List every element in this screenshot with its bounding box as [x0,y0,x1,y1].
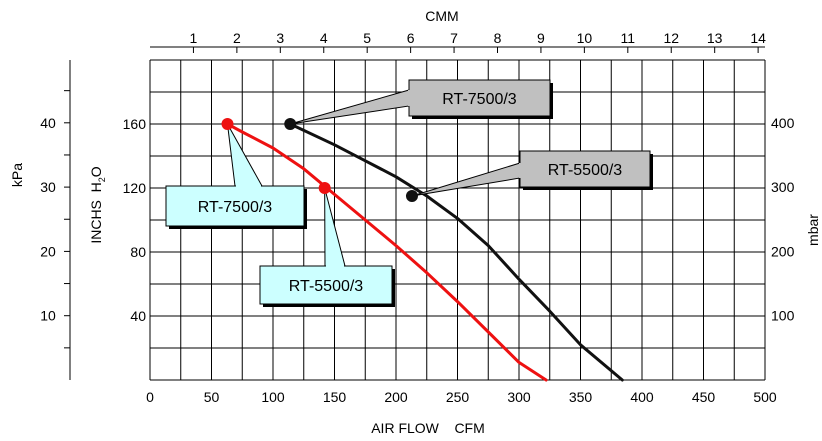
mbar-tick-label: 400 [771,115,795,131]
series-marker [318,182,331,194]
top-axis-label: CMM [425,8,458,24]
top-tick-label: 8 [494,30,502,46]
top-tick-label: 7 [450,30,458,46]
top-tick-label: 12 [663,30,679,46]
callout-label: RT-5500/3 [289,278,364,295]
series-line [226,122,548,382]
mbar-tick-label: 300 [771,179,795,195]
kpa-tick-label: 30 [40,179,56,195]
top-tick-label: 6 [407,30,415,46]
top-tick-label: 5 [363,30,371,46]
kpa-tick-label: 10 [40,308,56,324]
x-tick-label: 0 [146,389,154,405]
callout-label: RT-7500/3 [198,199,273,216]
x-tick-label: 500 [753,389,777,405]
y-tick-label: 80 [130,244,146,260]
callout-box [259,265,393,305]
top-tick-label: 14 [750,30,766,46]
x-tick-label: 200 [384,389,408,405]
top-tick-label: 4 [320,30,328,46]
top-tick-label: 9 [537,30,545,46]
mbar-tick-label: 100 [771,308,795,324]
y-tick-label: 160 [123,116,147,132]
kpa-tick-label: 40 [40,115,56,131]
series-curves [226,122,624,382]
callout-pointer [411,162,521,197]
callout-label: RT-7500/3 [442,91,517,108]
x-axis-label: AIR FLOW CFM [371,420,485,436]
callout-pointer [290,89,410,125]
top-tick-label: 3 [276,30,284,46]
top-tick-label: 1 [190,30,198,46]
series-line [288,122,624,382]
series-marker [221,118,234,130]
top-tick-label: 11 [621,30,636,46]
callout-box [408,79,551,117]
series-markers [221,118,418,202]
x-tick-label: 100 [261,389,285,405]
callout-label: RT-5500/3 [548,162,623,179]
kpa-tick-label: 20 [40,243,56,259]
top-tick-label: 13 [707,30,723,46]
y-axis-label: INCHS H2O [88,166,107,243]
top-tick-label: 2 [233,30,241,46]
x-tick-label: 400 [630,389,654,405]
series-marker [284,118,297,130]
callouts: RT-7500/3 RT-5500/3 RT-7500/3 RT-5500/3 [165,79,653,307]
y-tick-label: 120 [123,180,147,196]
right-axis-label: mbar [805,214,821,246]
mbar-tick-label: 200 [771,243,795,259]
left-outer-axis-label: kPa [9,163,25,187]
x-tick-label: 300 [507,389,531,405]
x-tick-label: 450 [692,389,716,405]
callout-box [165,185,305,227]
x-tick-label: 250 [446,389,470,405]
y-tick-label: 40 [130,308,146,324]
top-tick-label: 10 [577,30,593,46]
x-tick-label: 50 [204,389,220,405]
series-marker [405,190,418,202]
x-tick-label: 350 [569,389,593,405]
x-tick-label: 150 [323,389,347,405]
